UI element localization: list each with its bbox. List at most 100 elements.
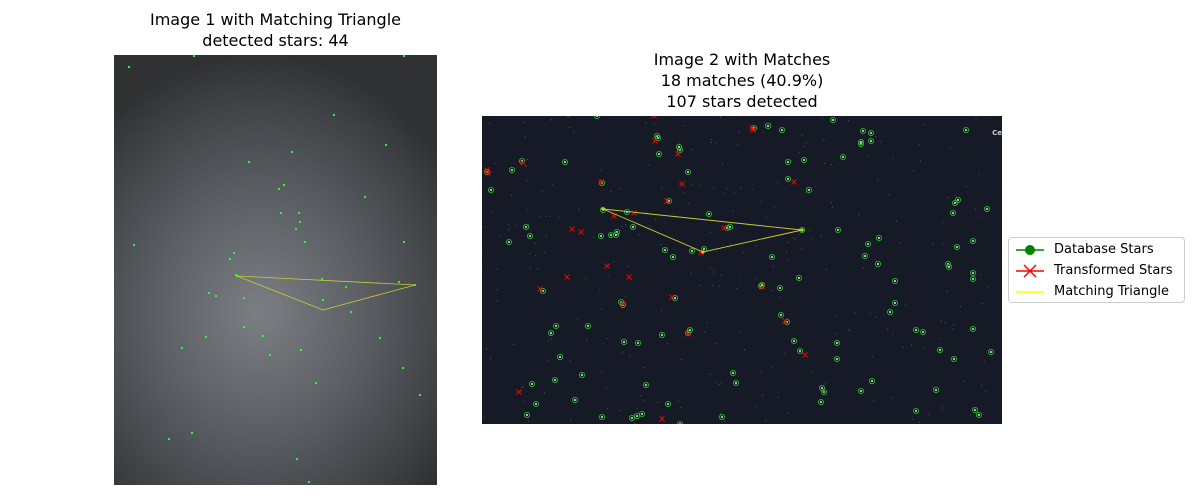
background-star — [765, 217, 768, 219]
background-star — [794, 239, 797, 241]
star-core — [574, 399, 576, 401]
background-star — [557, 216, 560, 218]
database-star-point — [684, 169, 691, 176]
database-star-point — [553, 322, 560, 329]
background-star — [715, 143, 717, 145]
database-star-point — [579, 371, 586, 378]
background-star — [969, 414, 971, 416]
star-core — [972, 240, 974, 242]
x-marker-stroke — [651, 116, 655, 119]
database-star-point — [617, 298, 624, 305]
background-star — [922, 346, 924, 348]
legend: Database Stars Transformed Stars Matchin… — [1008, 237, 1185, 303]
star-core — [894, 302, 896, 304]
star-core — [615, 234, 617, 236]
transformed-star-point — [564, 274, 570, 280]
background-star — [824, 162, 826, 165]
star-core — [978, 414, 980, 416]
detected-star-point — [402, 55, 406, 58]
database-star-point — [874, 260, 881, 267]
background-star — [799, 152, 801, 154]
database-star-point — [688, 247, 695, 254]
background-star — [983, 361, 985, 363]
database-star-point — [784, 159, 791, 166]
background-star — [593, 236, 595, 238]
star-core — [867, 243, 869, 245]
background-star — [499, 235, 501, 237]
detected-star-point — [294, 227, 298, 231]
background-star — [600, 371, 603, 373]
star-core — [601, 416, 603, 418]
transformed-star-point — [626, 274, 632, 280]
star-core — [860, 141, 862, 143]
background-star — [760, 201, 762, 203]
database-star-point — [817, 398, 824, 405]
star-core — [821, 387, 823, 389]
detected-star-point — [204, 335, 208, 339]
background-star — [965, 185, 967, 188]
background-star — [540, 216, 542, 218]
star-core — [871, 380, 873, 382]
background-star — [779, 297, 781, 299]
background-star — [638, 234, 640, 236]
star-core — [832, 119, 834, 121]
background-star — [720, 274, 722, 276]
star-core — [956, 246, 958, 248]
background-star — [706, 321, 708, 324]
background-star — [680, 359, 682, 361]
background-star — [677, 399, 679, 401]
background-star — [688, 202, 690, 204]
transformed-star-point — [749, 125, 755, 131]
star-core — [780, 314, 782, 316]
database-star-point — [628, 414, 635, 421]
background-star — [718, 285, 720, 287]
background-star — [820, 236, 822, 238]
background-star — [810, 237, 813, 239]
background-star — [550, 333, 552, 335]
image1-plot — [127, 55, 422, 484]
background-star — [578, 209, 580, 211]
background-star — [710, 231, 712, 233]
background-star — [585, 277, 587, 280]
background-star — [762, 131, 764, 133]
database-star-point — [562, 159, 569, 166]
background-star — [569, 126, 571, 129]
star-core — [623, 341, 625, 343]
detected-star-point — [247, 160, 251, 164]
star-core — [667, 403, 669, 405]
star-core — [559, 356, 561, 358]
background-star — [773, 206, 775, 208]
star-core — [587, 325, 589, 327]
legend-item-matching-triangle: Matching Triangle — [1009, 282, 1184, 303]
background-star — [838, 342, 840, 344]
background-star — [924, 124, 926, 126]
background-star — [657, 401, 659, 404]
star-core — [729, 226, 731, 228]
background-star — [527, 420, 530, 422]
star-core — [894, 280, 896, 282]
x-marker-stroke — [520, 160, 526, 166]
legend-label: Database Stars — [1054, 242, 1154, 257]
background-star — [892, 333, 894, 335]
database-star-point — [527, 233, 534, 240]
star-core — [610, 234, 612, 236]
database-star-point — [944, 260, 951, 267]
detected-star-point — [132, 243, 136, 247]
background-star — [568, 116, 570, 118]
background-star — [512, 343, 515, 345]
transformed-star-point — [484, 167, 490, 173]
star-core — [798, 277, 800, 279]
background-star — [733, 192, 735, 194]
detected-star-point — [314, 381, 318, 385]
background-star — [545, 235, 547, 237]
star-core — [935, 389, 937, 391]
background-star — [645, 122, 647, 124]
background-star — [522, 386, 524, 388]
database-star-point — [777, 311, 784, 318]
background-star — [552, 184, 554, 186]
background-star — [911, 344, 913, 346]
database-star-point — [954, 197, 961, 204]
transformed-star-point — [791, 179, 797, 185]
background-star — [710, 138, 712, 140]
star-core — [870, 132, 872, 134]
